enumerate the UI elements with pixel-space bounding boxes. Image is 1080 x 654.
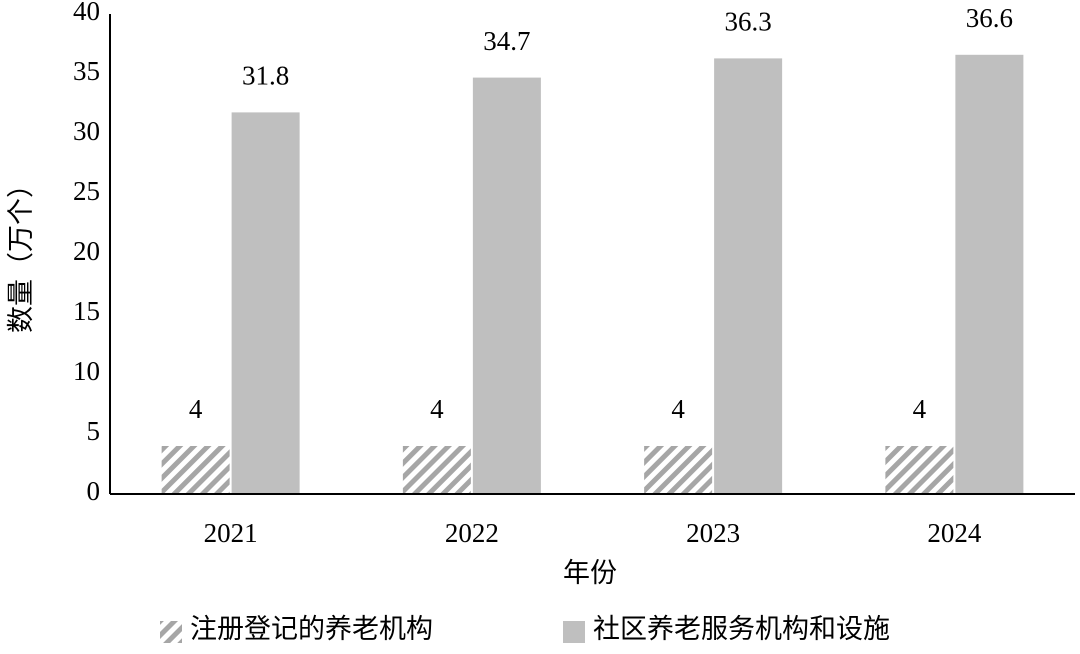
data-label: 36.3 <box>725 7 772 37</box>
data-label: 4 <box>430 394 444 424</box>
y-tick-label: 30 <box>73 116 100 146</box>
x-tick-label: 2021 <box>204 518 258 548</box>
x-tick-label: 2024 <box>927 518 982 548</box>
bar <box>472 77 541 494</box>
bar <box>644 446 713 494</box>
x-tick-label: 2023 <box>686 518 740 548</box>
y-tick-label: 25 <box>73 176 100 206</box>
legend-label: 注册登记的养老机构 <box>190 614 433 644</box>
x-axis-title: 年份 <box>563 558 617 588</box>
data-label: 4 <box>189 394 203 424</box>
bar <box>955 54 1024 495</box>
y-tick-label: 20 <box>73 236 100 266</box>
legend-swatch <box>563 621 585 643</box>
data-label: 4 <box>671 394 685 424</box>
y-tick-label: 35 <box>73 56 100 86</box>
y-tick-label: 40 <box>73 0 100 26</box>
data-label: 31.8 <box>242 61 289 91</box>
y-tick-label: 5 <box>87 416 101 446</box>
bar <box>161 446 230 494</box>
data-label: 36.6 <box>966 3 1013 33</box>
legend-label: 社区养老服务机构和设施 <box>593 614 890 644</box>
x-tick-label: 2022 <box>445 518 499 548</box>
bar <box>402 446 471 494</box>
y-axis-title: 数量（万个） <box>6 171 36 333</box>
bar <box>885 446 954 494</box>
data-label: 4 <box>913 394 927 424</box>
data-label: 34.7 <box>483 26 530 56</box>
bar <box>714 58 783 495</box>
legend-swatch <box>160 621 182 643</box>
y-tick-label: 10 <box>73 356 100 386</box>
y-tick-label: 15 <box>73 296 100 326</box>
bar <box>231 112 300 495</box>
y-tick-label: 0 <box>87 476 101 506</box>
